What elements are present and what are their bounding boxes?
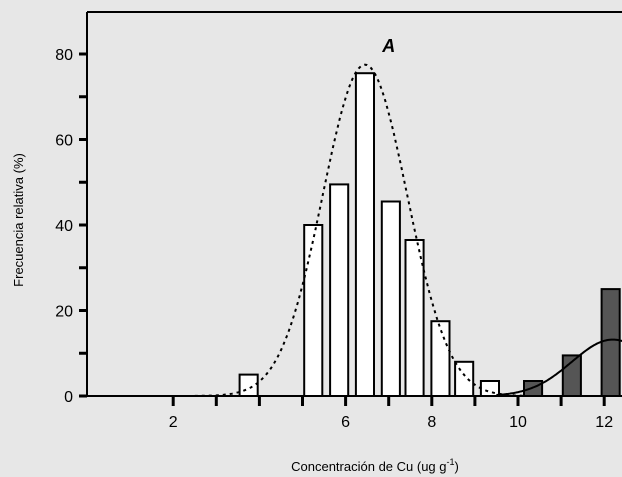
x-axis-title: Concentración de Cu (ug g-1)	[291, 457, 459, 474]
bar-a-2	[303, 224, 324, 397]
bar-a-3	[329, 183, 350, 397]
y-axis-title: Frecuencia relativa (%)	[11, 153, 26, 287]
y-tick-label-40: 40	[55, 218, 73, 235]
x-axis-title-close: )	[455, 459, 459, 474]
y-tick-label-20: 20	[55, 304, 73, 321]
x-tick-label-8: 8	[427, 414, 436, 431]
y-tick-label-60: 60	[55, 133, 73, 150]
x-axis-title-superscript: -1	[447, 457, 455, 467]
curves-layer: AB	[194, 36, 622, 397]
x-tick-label-2: 2	[169, 414, 178, 431]
x-tick-label-12: 12	[595, 414, 613, 431]
bar-a-4	[354, 72, 375, 397]
y-tick-label-80: 80	[55, 47, 73, 64]
y-tick-label-0: 0	[64, 389, 73, 406]
bar-a-9	[479, 380, 500, 397]
x-tick-label-6: 6	[341, 414, 350, 431]
bar-a-8	[454, 360, 475, 397]
bar-a-6	[404, 239, 425, 397]
x-tick-label-10: 10	[509, 414, 527, 431]
bar-a-7	[430, 320, 451, 398]
x-axis-title-text: Concentración de Cu (ug g	[291, 459, 446, 474]
curve-b	[496, 338, 622, 396]
bar-a-5	[380, 200, 401, 397]
bar-a-1	[238, 373, 259, 398]
axes-layer: 0 20 40 60 80 2 6 8 10 12	[55, 11, 622, 431]
curve-a	[194, 63, 527, 397]
curve-label-a: A	[381, 36, 395, 56]
bar-b-3	[600, 288, 621, 398]
